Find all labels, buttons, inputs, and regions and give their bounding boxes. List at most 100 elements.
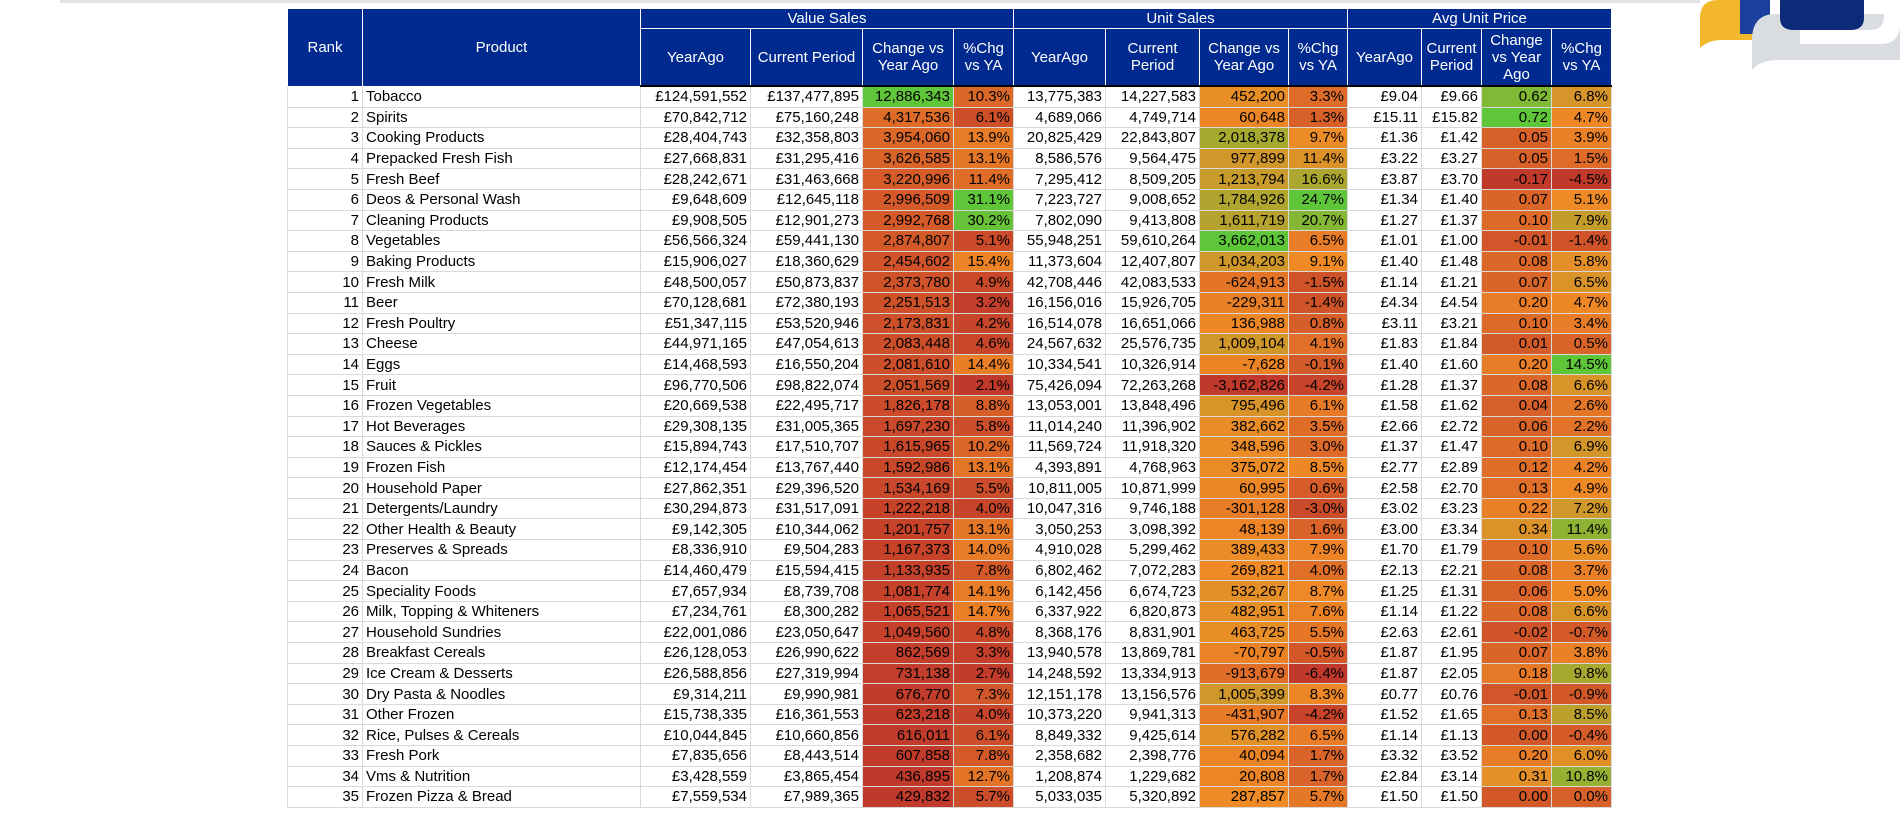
value-pct-cell[interactable]: 12.7% [953,765,1014,788]
value-change-cell[interactable]: 429,832 [862,786,954,808]
unit-current-cell[interactable]: 9,008,652 [1105,188,1200,211]
unit-change-cell[interactable]: 348,596 [1199,436,1289,458]
unit-yearago-cell[interactable]: 4,910,028 [1013,539,1106,561]
price-pct-header[interactable]: %Chg vs YA [1551,28,1612,87]
value-yearago-cell[interactable]: £7,657,934 [640,580,751,602]
price-pct-cell[interactable]: -4.5% [1551,168,1612,190]
price-yearago-cell[interactable]: £1.58 [1347,394,1422,417]
rank-cell[interactable]: 29 [287,662,363,685]
price-current-cell[interactable]: £1.40 [1421,188,1482,211]
product-cell[interactable]: Household Sundries [362,621,641,644]
unit-change-cell[interactable]: -431,907 [1199,703,1289,726]
value-pct-cell[interactable]: 2.7% [953,662,1014,685]
value-change-cell[interactable]: 1,615,965 [862,436,954,458]
value-change-cell[interactable]: 1,534,169 [862,477,954,499]
table-row[interactable]: 2 Spirits £70,842,712 £75,160,248 4,317,536 6… [287,106,1612,129]
price-change-cell[interactable]: 0.13 [1481,477,1552,499]
unit-current-cell[interactable]: 8,831,901 [1105,621,1200,644]
unit-pct-cell[interactable]: 1.6% [1288,518,1348,541]
value-yearago-cell[interactable]: £15,738,335 [640,703,751,726]
unit-current-cell[interactable]: 11,918,320 [1105,436,1200,458]
value-change-cell[interactable]: 3,954,060 [862,127,954,149]
price-yearago-cell[interactable]: £1.40 [1347,353,1422,376]
unit-change-cell[interactable]: 576,282 [1199,724,1289,746]
price-change-cell[interactable]: 0.07 [1481,642,1552,664]
product-cell[interactable]: Fresh Poultry [362,312,641,335]
unit-pct-cell[interactable]: -0.1% [1288,353,1348,376]
unit-change-cell[interactable]: -301,128 [1199,497,1289,520]
price-yearago-cell[interactable]: £3.32 [1347,745,1422,767]
product-cell[interactable]: Cheese [362,333,641,355]
value-change-cell[interactable]: 862,569 [862,642,954,664]
price-pct-cell[interactable]: -0.4% [1551,724,1612,746]
unit-yearago-cell[interactable]: 8,849,332 [1013,724,1106,746]
price-current-cell[interactable]: £3.34 [1421,518,1482,541]
price-yearago-cell[interactable]: £2.66 [1347,415,1422,438]
rank-cell[interactable]: 13 [287,333,363,355]
price-change-cell[interactable]: -0.01 [1481,230,1552,252]
unit-change-cell[interactable]: 482,951 [1199,600,1289,623]
value-current-cell[interactable]: £8,739,708 [750,580,863,602]
table-row[interactable]: 22 Other Health & Beauty £9,142,305 £10,344… [287,518,1612,541]
price-pct-cell[interactable]: 14.5% [1551,353,1612,376]
table-row[interactable]: 35 Frozen Pizza & Bread £7,559,534 £7,989,3… [287,786,1612,808]
unit-yearago-cell[interactable]: 14,248,592 [1013,662,1106,685]
value-change-cell[interactable]: 2,874,807 [862,230,954,252]
value-current-cell[interactable]: £26,990,622 [750,642,863,664]
value-current-cell[interactable]: £10,660,856 [750,724,863,746]
table-row[interactable]: 31 Other Frozen £15,738,335 £16,361,553 623,… [287,703,1612,726]
unit-current-cell[interactable]: 16,651,066 [1105,312,1200,335]
price-current-cell[interactable]: £2.61 [1421,621,1482,644]
unit-pct-cell[interactable]: 16.6% [1288,168,1348,190]
value-change-cell[interactable]: 436,895 [862,765,954,788]
price-pct-cell[interactable]: 11.4% [1551,518,1612,541]
price-change-cell[interactable]: 0.07 [1481,188,1552,211]
unit-yearago-cell[interactable]: 11,014,240 [1013,415,1106,438]
price-pct-cell[interactable]: 3.9% [1551,127,1612,149]
value-change-cell[interactable]: 676,770 [862,683,954,705]
price-current-cell[interactable]: £1.22 [1421,600,1482,623]
unit-pct-cell[interactable]: -0.5% [1288,642,1348,664]
unit-current-cell[interactable]: 12,407,807 [1105,250,1200,273]
unit-change-cell[interactable]: 269,821 [1199,559,1289,582]
value-current-cell[interactable]: £31,463,668 [750,168,863,190]
price-change-cell[interactable]: 0.12 [1481,456,1552,479]
value-yearago-cell[interactable]: £70,842,712 [640,106,751,129]
price-pct-cell[interactable]: 6.9% [1551,436,1612,458]
table-row[interactable]: 18 Sauces & Pickles £15,894,743 £17,510,707… [287,436,1612,458]
unit-yearago-cell[interactable]: 42,708,446 [1013,271,1106,293]
value-yearago-cell[interactable]: £7,835,656 [640,745,751,767]
value-current-header[interactable]: Current Period [750,28,863,87]
value-pct-cell[interactable]: 14.7% [953,600,1014,623]
unit-yearago-cell[interactable]: 10,047,316 [1013,497,1106,520]
unit-change-cell[interactable]: 136,988 [1199,312,1289,335]
unit-change-cell[interactable]: 532,267 [1199,580,1289,602]
unit-pct-header[interactable]: %Chg vs YA [1288,28,1348,87]
unit-yearago-cell[interactable]: 10,811,005 [1013,477,1106,499]
unit-yearago-cell[interactable]: 7,223,727 [1013,188,1106,211]
unit-pct-cell[interactable]: 11.4% [1288,147,1348,170]
unit-current-cell[interactable]: 14,227,583 [1105,85,1200,108]
price-current-cell[interactable]: £1.95 [1421,642,1482,664]
value-current-cell[interactable]: £50,873,837 [750,271,863,293]
value-yearago-cell[interactable]: £30,294,873 [640,497,751,520]
unit-change-cell[interactable]: 1,009,104 [1199,333,1289,355]
unit-current-cell[interactable]: 11,396,902 [1105,415,1200,438]
price-yearago-cell[interactable]: £3.87 [1347,168,1422,190]
table-row[interactable]: 15 Fruit £96,770,506 £98,822,074 2,051,569 2.… [287,374,1612,396]
unit-yearago-cell[interactable]: 16,514,078 [1013,312,1106,335]
table-row[interactable]: 24 Bacon £14,460,479 £15,594,415 1,133,935 7.… [287,559,1612,582]
price-yearago-cell[interactable]: £1.83 [1347,333,1422,355]
unit-change-header[interactable]: Change vs Year Ago [1199,28,1289,87]
value-current-cell[interactable]: £31,005,365 [750,415,863,438]
value-pct-header[interactable]: %Chg vs YA [953,28,1014,87]
rank-cell[interactable]: 1 [287,85,363,108]
value-pct-cell[interactable]: 4.2% [953,312,1014,335]
unit-change-cell[interactable]: 2,018,378 [1199,127,1289,149]
unit-current-cell[interactable]: 13,848,496 [1105,394,1200,417]
price-change-cell[interactable]: 0.10 [1481,312,1552,335]
value-current-cell[interactable]: £8,300,282 [750,600,863,623]
product-cell[interactable]: Speciality Foods [362,580,641,602]
rank-cell[interactable]: 27 [287,621,363,644]
unit-current-cell[interactable]: 4,749,714 [1105,106,1200,129]
